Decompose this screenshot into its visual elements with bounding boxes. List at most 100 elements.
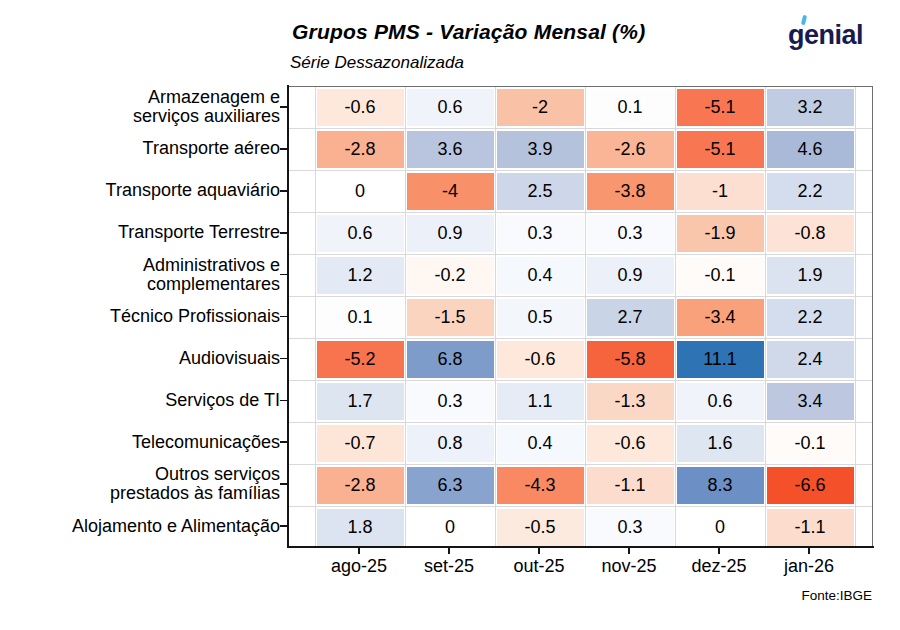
heatmap-cell: 1.7 [317,383,404,420]
x-axis-label: jan-26 [784,556,834,577]
x-axis-label: out-25 [513,556,564,577]
chart-subtitle: Série Dessazonalizada [290,53,464,73]
cell-value: -1.3 [614,391,645,412]
cell-value: 0.3 [617,223,642,244]
cell-value: 2.7 [617,307,642,328]
heatmap-cell: -1.3 [587,383,674,420]
y-axis-label: Telecomunicações [0,421,280,463]
heatmap-cell: -3.4 [677,299,764,336]
heatmap-cell: 0 [407,509,494,546]
heatmap-panel: -0.60.6-20.1-5.13.2-2.83.63.9-2.6-5.14.6… [288,86,873,547]
y-axis-tick [280,316,287,318]
cell-value: 2.5 [527,181,552,202]
y-axis-tick [280,441,287,443]
x-axis-label: ago-25 [331,556,387,577]
cell-value: 0.4 [527,265,552,286]
logo-text: genial [788,20,863,51]
gridline-horizontal [289,212,872,213]
cell-value: 2.2 [797,181,822,202]
heatmap-cell: -0.8 [767,215,854,252]
cell-value: 3.2 [797,97,822,118]
cell-value: -0.5 [524,517,555,538]
heatmap-cell: 1.6 [677,425,764,462]
y-axis-tick [280,106,287,108]
y-axis-label: Serviços de TI [0,379,280,421]
cell-value: 1.9 [797,265,822,286]
heatmap-cell: -5.8 [587,341,674,378]
cell-value: -3.4 [704,307,735,328]
heatmap-cell: 0.6 [407,89,494,126]
heatmap-cell: 2.2 [767,299,854,336]
cell-value: -3.8 [614,181,645,202]
cell-value: -1.1 [794,517,825,538]
cell-value: 1.6 [707,433,732,454]
y-axis-label: Administrativos e complementares [0,254,280,296]
heatmap-cell: 0 [677,509,764,546]
heatmap-cell: -2.6 [587,131,674,168]
heatmap-cell: 3.9 [497,131,584,168]
cell-value: -0.8 [794,223,825,244]
x-axis-tick [718,547,720,554]
heatmap-cell: 0.9 [407,215,494,252]
genial-logo: genial [788,14,888,60]
y-axis-tick [280,148,287,150]
heatmap-cell: -5.1 [677,131,764,168]
y-axis-tick [280,400,287,402]
heatmap-cell: -0.7 [317,425,404,462]
heatmap-cell: -1 [677,173,764,210]
cell-value: 1.7 [347,391,372,412]
cell-value: -0.1 [794,433,825,454]
x-axis-label: dez-25 [691,556,746,577]
cell-value: 0.3 [617,517,642,538]
cell-value: -1.1 [614,475,645,496]
y-axis-tick [280,274,287,276]
heatmap-cell: 0.3 [497,215,584,252]
heatmap-cell: -2.8 [317,131,404,168]
cell-value: -2 [532,97,548,118]
cell-value: 3.4 [797,391,822,412]
y-axis-label: Transporte Terrestre [0,212,280,254]
cell-value: 8.3 [707,475,732,496]
heatmap-cell: -3.8 [587,173,674,210]
cell-value: -2.6 [614,139,645,160]
gridline-horizontal [289,338,872,339]
cell-value: 3.9 [527,139,552,160]
heatmap-cell: 0.3 [587,509,674,546]
heatmap-cell: 11.1 [677,341,764,378]
cell-value: -0.1 [704,265,735,286]
heatmap-cell: 3.2 [767,89,854,126]
cell-value: -1 [712,181,728,202]
heatmap-cell: -0.5 [497,509,584,546]
heatmap-cell: -1.5 [407,299,494,336]
heatmap-cell: 3.4 [767,383,854,420]
y-axis-tick [280,358,287,360]
source-note: Fonte:IBGE [801,588,872,603]
heatmap-cell: 1.8 [317,509,404,546]
gridline-horizontal [289,296,872,297]
heatmap-cell: 0.4 [497,425,584,462]
cell-value: 0 [715,517,725,538]
heatmap-cell: 4.6 [767,131,854,168]
cell-value: 2.2 [797,307,822,328]
cell-value: 6.3 [437,475,462,496]
cell-value: -0.7 [344,433,375,454]
pms-heatmap-page: Grupos PMS - Variação Mensal (%) Série D… [0,0,900,630]
y-axis-label: Alojamento e Alimentação [0,505,280,547]
cell-value: 0.1 [617,97,642,118]
gridline-horizontal [289,170,872,171]
cell-value: -0.6 [614,433,645,454]
cell-value: -0.2 [434,265,465,286]
cell-value: -5.8 [614,349,645,370]
heatmap-cell: -2.8 [317,467,404,504]
gridline-horizontal [289,254,872,255]
cell-value: -5.1 [704,139,735,160]
heatmap-cell: -0.2 [407,257,494,294]
cell-value: -1.5 [434,307,465,328]
y-axis-tick [280,232,287,234]
heatmap-cell: 2.5 [497,173,584,210]
heatmap-cell: -4 [407,173,494,210]
heatmap-cell: -0.1 [767,425,854,462]
y-axis-label: Audiovisuais [0,337,280,379]
cell-value: 4.6 [797,139,822,160]
gridline-horizontal [289,464,872,465]
